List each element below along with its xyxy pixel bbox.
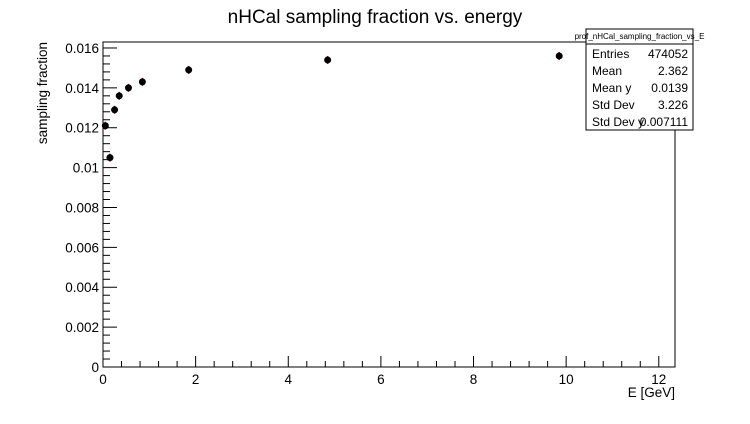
chart-title: nHCal sampling fraction vs. energy bbox=[228, 7, 523, 28]
y-tick-label: 0.01 bbox=[73, 161, 99, 176]
y-tick-label: 0.016 bbox=[65, 41, 99, 56]
stats-value: 0.0139 bbox=[651, 81, 688, 95]
y-tick-label: 0.008 bbox=[65, 200, 99, 215]
x-tick-label: 8 bbox=[470, 372, 478, 387]
y-tick-label: 0.002 bbox=[65, 320, 99, 335]
data-point bbox=[106, 154, 114, 162]
data-points bbox=[101, 51, 563, 162]
y-tick-label: 0.006 bbox=[65, 240, 99, 255]
plot-area bbox=[102, 41, 676, 368]
x-tick-label: 6 bbox=[377, 372, 385, 387]
data-point bbox=[111, 106, 119, 114]
data-point bbox=[138, 78, 146, 86]
stats-label: Mean y bbox=[592, 81, 631, 95]
y-axis: 0 0.002 0.004 0.006 0.008 0.01 0.012 0.014 0.016 bbox=[65, 41, 117, 375]
x-tick-label: 10 bbox=[559, 372, 574, 387]
stats-box-title: prof_nHCal_sampling_fraction_vs_E bbox=[575, 32, 705, 41]
x-tick-label: 4 bbox=[285, 372, 293, 387]
x-axis: 0 2 4 6 8 10 12 bbox=[99, 356, 666, 387]
y-tick-label: 0.012 bbox=[65, 121, 99, 136]
data-point bbox=[124, 84, 132, 92]
data-point bbox=[115, 92, 123, 100]
y-tick-label: 0.014 bbox=[65, 81, 99, 96]
stats-box-frame bbox=[585, 28, 694, 131]
stats-value: 2.362 bbox=[658, 64, 688, 78]
x-tick-label: 2 bbox=[192, 372, 200, 387]
stats-label: Std Dev y bbox=[592, 115, 644, 129]
data-point bbox=[555, 52, 563, 60]
y-axis-label: sampling fraction bbox=[35, 42, 50, 144]
stats-value: 3.226 bbox=[658, 98, 688, 112]
stats-rows: Entries 474052 Mean 2.362 Mean y 0.0139 Std De… bbox=[592, 47, 688, 129]
y-tick-label: 0.004 bbox=[65, 280, 99, 295]
y-tick-label: 0 bbox=[91, 360, 99, 375]
x-tick-label: 0 bbox=[99, 372, 107, 387]
data-point bbox=[185, 66, 193, 74]
stats-label: Mean bbox=[592, 64, 622, 78]
stats-value: 474052 bbox=[648, 47, 688, 61]
stats-box: prof_nHCal_sampling_fraction_vs_E Entrie… bbox=[575, 28, 705, 131]
x-tick-label: 12 bbox=[651, 372, 666, 387]
stats-label: Std Dev bbox=[592, 98, 635, 112]
data-point bbox=[101, 122, 109, 130]
stats-value: 0.007111 bbox=[640, 115, 689, 129]
stats-label: Entries bbox=[592, 47, 629, 61]
x-axis-label: E [GeV] bbox=[628, 385, 675, 400]
data-point bbox=[324, 56, 332, 64]
